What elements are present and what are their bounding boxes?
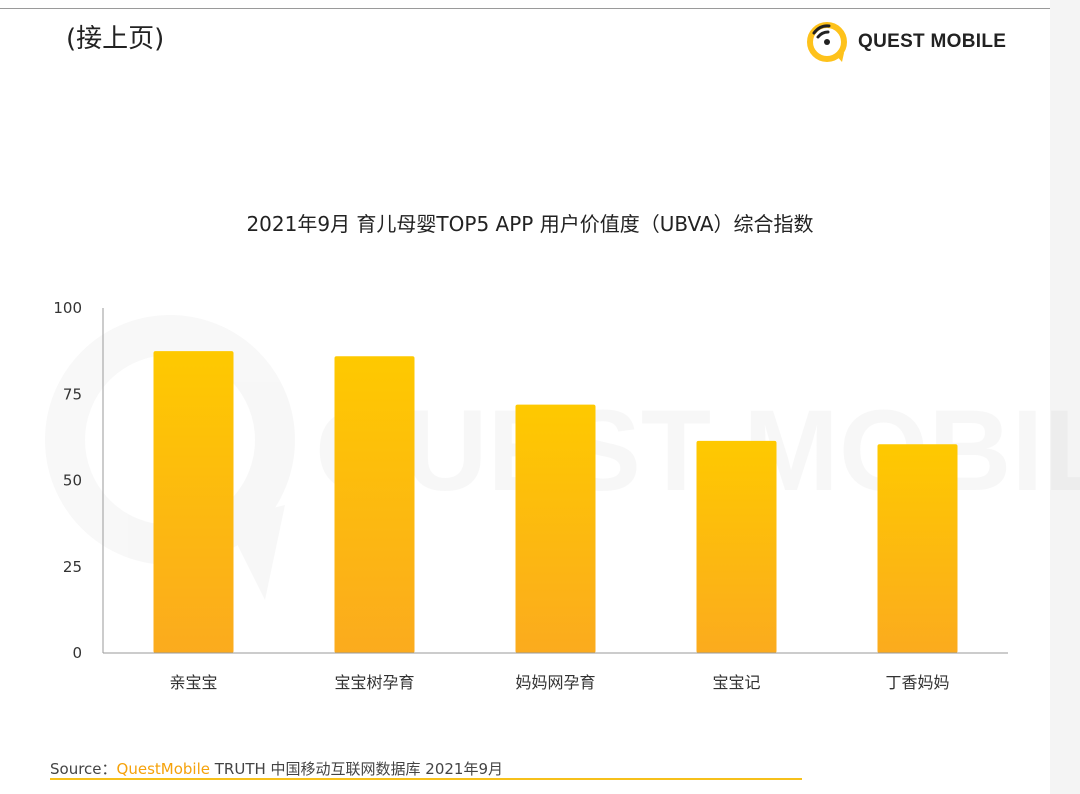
x-tick-label: 宝宝树孕育 bbox=[334, 673, 414, 692]
bar-5 bbox=[877, 444, 958, 653]
bar-2 bbox=[334, 356, 415, 653]
y-tick-label: 25 bbox=[63, 558, 82, 576]
top-rule bbox=[0, 8, 1050, 9]
source-note: Source：QuestMobile TRUTH 中国移动互联网数据库 2021… bbox=[50, 758, 503, 779]
y-tick-label: 0 bbox=[72, 644, 82, 662]
y-tick-label: 75 bbox=[63, 385, 82, 403]
x-tick-label: 妈妈网孕育 bbox=[515, 673, 595, 692]
source-underline bbox=[50, 778, 802, 780]
chart-title: 2021年9月 育儿母婴TOP5 APP 用户价值度（UBVA）综合指数 bbox=[246, 212, 814, 236]
questmobile-logo-icon bbox=[807, 22, 847, 62]
continued-label: (接上页) bbox=[66, 24, 165, 54]
logo-text: QUEST MOBILE bbox=[858, 31, 1007, 52]
questmobile-logo: QUEST MOBILE bbox=[802, 17, 1006, 67]
y-tick-label: 50 bbox=[63, 472, 82, 490]
bar-4 bbox=[696, 440, 777, 653]
y-tick-label: 100 bbox=[53, 299, 82, 317]
source-brand: QuestMobile bbox=[116, 760, 210, 778]
x-tick-label: 亲宝宝 bbox=[169, 673, 217, 692]
x-tick-label: 宝宝记 bbox=[712, 673, 760, 692]
x-tick-label: 丁香妈妈 bbox=[885, 673, 949, 692]
right-edge-strip bbox=[1050, 0, 1080, 794]
source-label: Source： bbox=[50, 760, 117, 778]
bar-3 bbox=[515, 404, 596, 653]
bar-1 bbox=[153, 351, 234, 653]
source-detail: TRUTH 中国移动互联网数据库 2021年9月 bbox=[209, 760, 504, 778]
